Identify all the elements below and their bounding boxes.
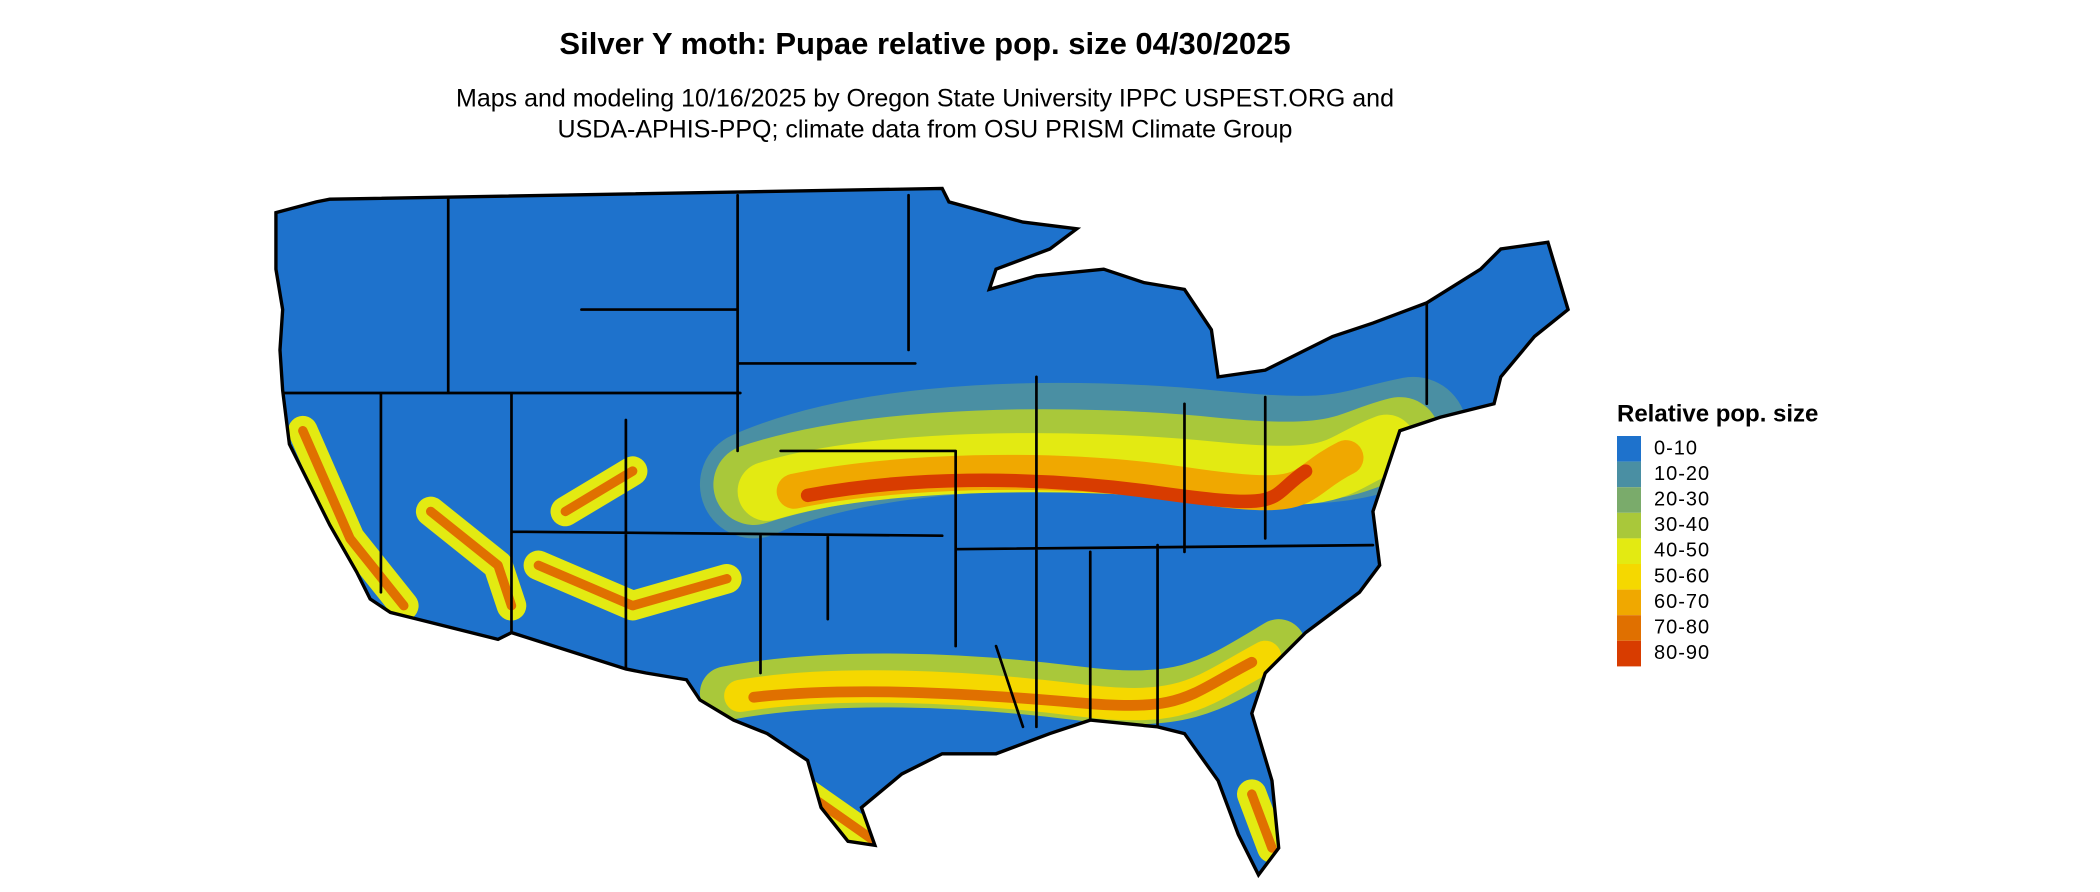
legend-label: 0-10 [1654, 437, 1698, 459]
legend-label: 10-20 [1654, 463, 1710, 485]
legend-label: 40-50 [1654, 540, 1710, 562]
legend-swatch [1617, 461, 1641, 488]
legend-label: 20-30 [1654, 488, 1710, 510]
state-borders [281, 193, 1429, 729]
map-subtitle: USDA-APHIS-PPQ; climate data from OSU PR… [558, 116, 1293, 144]
map [274, 186, 1570, 877]
legend-swatch [1617, 436, 1641, 462]
map-subtitle: Maps and modeling 10/16/2025 by Oregon S… [456, 85, 1394, 113]
legend-label: 60-70 [1654, 591, 1710, 613]
legend-label: 80-90 [1654, 642, 1710, 664]
legend-label: 70-80 [1654, 616, 1710, 638]
map-region [748, 656, 1258, 711]
legend-label: 30-40 [1654, 514, 1710, 536]
legend-title: Relative pop. size [1617, 400, 1818, 427]
legend-swatch [1617, 538, 1641, 564]
legend-label: 50-60 [1654, 565, 1710, 587]
map-region [800, 464, 1313, 509]
legend-swatch [1617, 487, 1641, 513]
legend-swatch [1617, 640, 1641, 667]
map-title: Silver Y moth: Pupae relative pop. size … [559, 26, 1290, 61]
map-region [298, 426, 1277, 853]
legend-swatch [1617, 512, 1641, 539]
legend-swatch [1617, 615, 1641, 641]
legend: 0-10 10-20 20-30 30-40 40-50 50-60 60-70 70-80 8… [1617, 436, 1710, 667]
legend-swatch [1617, 589, 1641, 616]
legend-swatch [1617, 564, 1641, 590]
